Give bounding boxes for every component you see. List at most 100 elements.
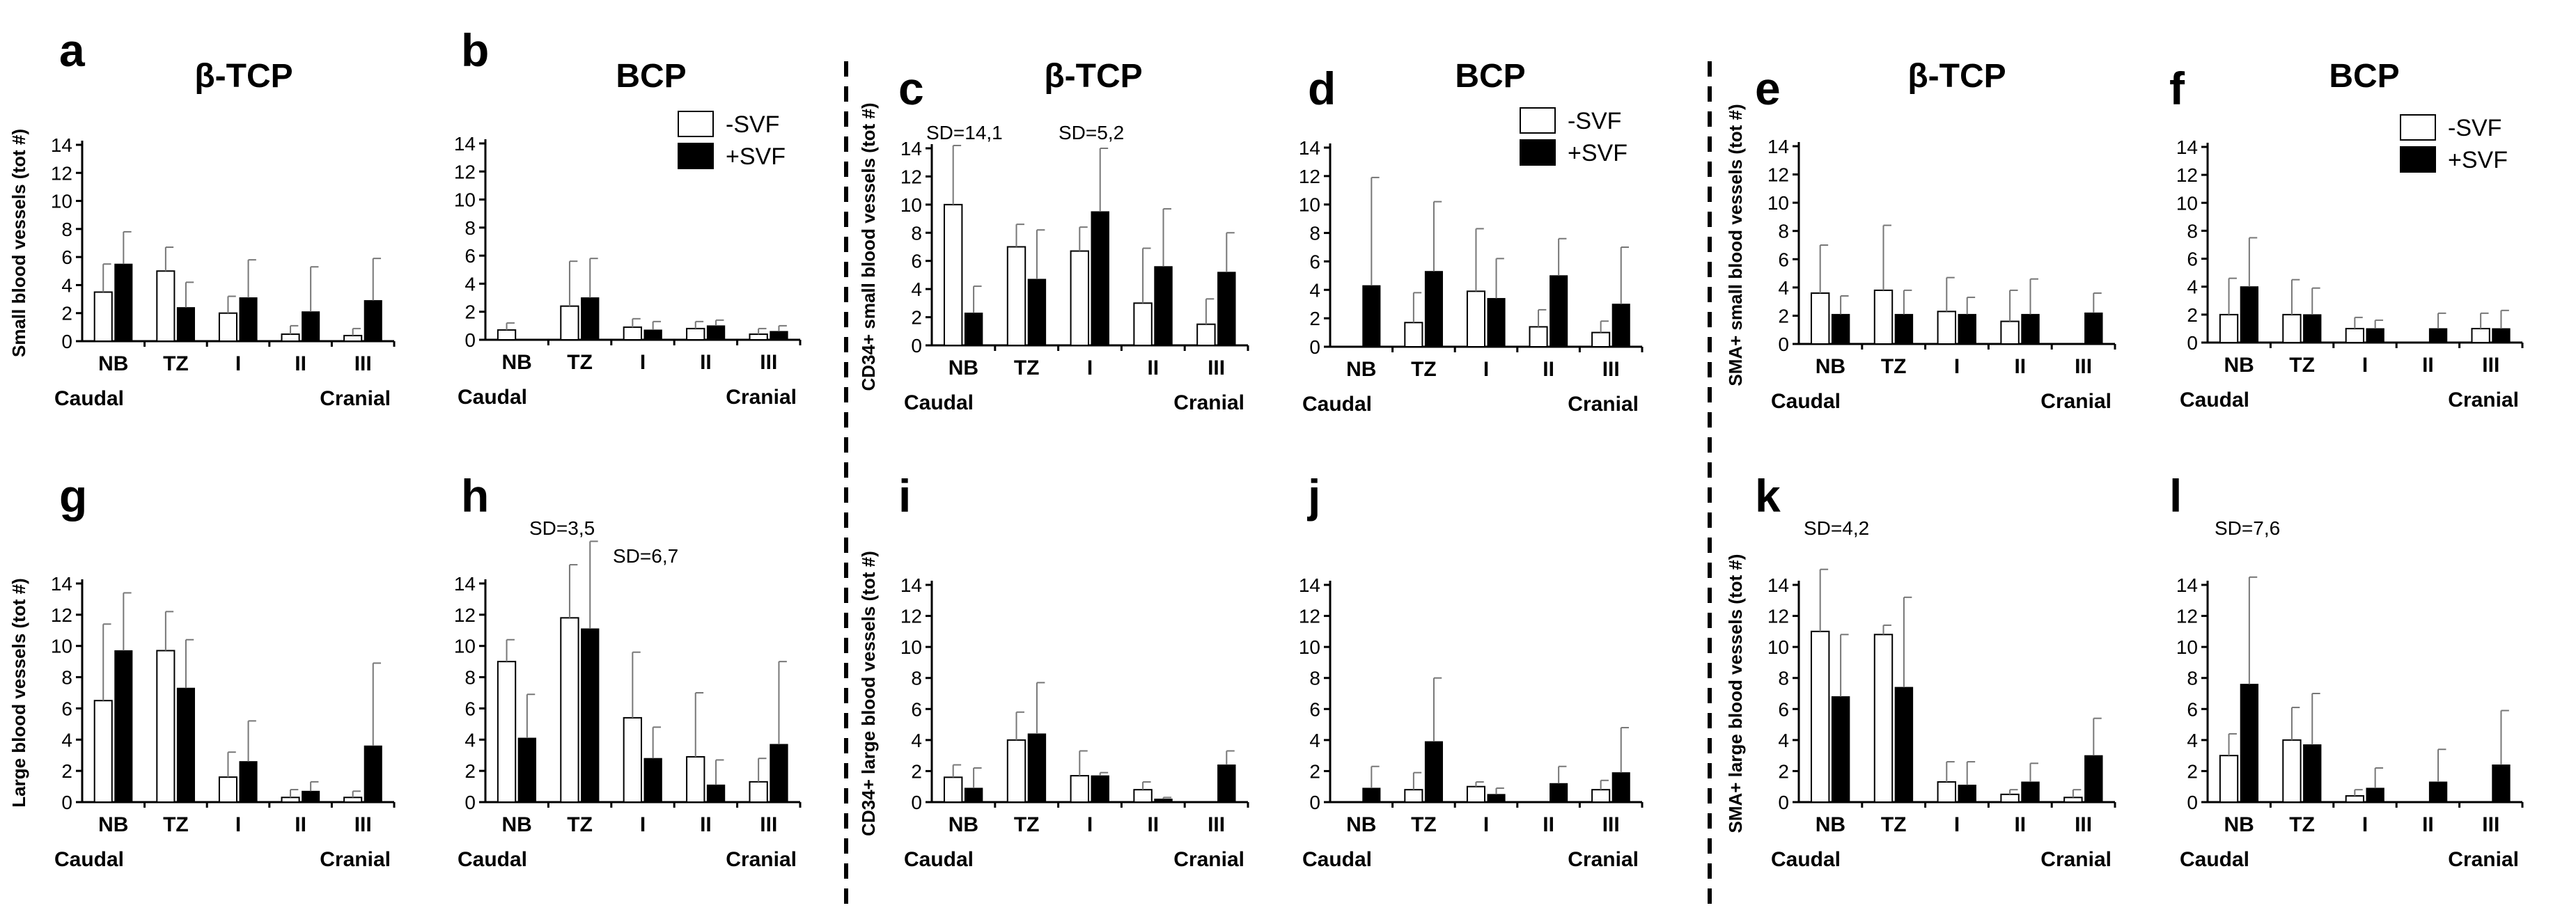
- bar-neg-svf-ii: [281, 797, 300, 804]
- x-tick-label: II: [295, 352, 306, 375]
- bar-pos-svf-nb: [1831, 313, 1850, 345]
- bar-pos-svf-tz: [176, 687, 195, 803]
- chart-panels: a β-TCP 0 2 4 6 8 10 12 14 Small blood vessels (to…: [8, 24, 2524, 871]
- y-tick-label: 0: [911, 335, 922, 356]
- x-tick-label: I: [1483, 813, 1489, 836]
- y-tick-label: 12: [1767, 164, 1789, 186]
- y-tick-label: 8: [465, 217, 476, 239]
- y-tick-label: 14: [1299, 137, 1320, 159]
- panel-title: β-TCP: [1907, 58, 2006, 95]
- x-tick-label: TZ: [1881, 355, 1907, 378]
- y-tick-label: 2: [1778, 760, 1789, 782]
- bar-pos-svf-tz: [1424, 741, 1443, 803]
- y-tick-label: 12: [454, 161, 476, 182]
- bar-neg-svf-ii: [686, 755, 705, 804]
- bar-pos-svf-ii: [302, 311, 320, 342]
- y-tick-label: 10: [900, 194, 922, 216]
- caudal-label: Caudal: [1771, 848, 1841, 871]
- y-tick-label: 12: [2176, 164, 2198, 186]
- caudal-label: Caudal: [1302, 393, 1372, 416]
- panel-title: BCP: [616, 58, 686, 95]
- x-tick-label: NB: [1346, 813, 1376, 836]
- panel-k: k 0 2 4 6 8 10 12 14 SMA+ large blood vessels (to…: [1725, 470, 2116, 871]
- panel-letter: f: [2169, 63, 2185, 114]
- y-tick-label: 6: [61, 698, 72, 719]
- x-tick-label: III: [354, 813, 372, 836]
- y-tick-label: 2: [911, 307, 922, 329]
- y-axis-label: CD34+ large blood vessels (tot #): [858, 551, 879, 836]
- bar-neg-svf-nb: [1810, 630, 1830, 803]
- y-tick-label: 8: [2187, 220, 2198, 242]
- legend-swatch-neg: [1520, 107, 1556, 134]
- x-tick-label: NB: [1346, 358, 1376, 381]
- x-tick-label: II: [700, 351, 712, 374]
- bar-neg-svf-iii: [2063, 797, 2083, 804]
- y-tick-label: 8: [1309, 668, 1320, 689]
- sd-annotation: SD=4,2: [1804, 517, 1869, 539]
- x-tick-label: III: [1208, 356, 1225, 379]
- bar-pos-svf-iii: [1611, 772, 1630, 803]
- x-tick-label: II: [1543, 358, 1554, 381]
- x-tick-label: I: [640, 351, 646, 374]
- bar-pos-svf-iii: [1611, 304, 1630, 347]
- caudal-label: Caudal: [54, 387, 124, 410]
- caudal-label: Caudal: [2180, 389, 2249, 412]
- x-tick-label: II: [1543, 813, 1554, 836]
- bar-neg-svf-tz: [560, 617, 579, 803]
- y-tick-label: 10: [1299, 636, 1320, 658]
- y-tick-label: 2: [61, 760, 72, 782]
- bar-neg-svf-iii: [2471, 327, 2490, 343]
- y-tick-label: 4: [1309, 730, 1320, 751]
- x-tick-label: TZ: [567, 813, 593, 836]
- y-tick-label: 0: [2187, 792, 2198, 813]
- panel-e: e β-TCP 0 2 4 6 8 10 12 14 SMA+ small blood vessel…: [1725, 58, 2116, 413]
- bar-pos-svf-tz: [2303, 744, 2322, 803]
- bar-neg-svf-tz: [1006, 246, 1027, 346]
- bar-neg-svf-i: [623, 326, 642, 340]
- y-tick-label: 6: [1309, 698, 1320, 720]
- y-tick-label: 14: [2176, 136, 2198, 158]
- y-tick-label: 14: [51, 573, 72, 595]
- y-tick-label: 2: [465, 301, 476, 323]
- y-tick-label: 0: [465, 329, 476, 351]
- y-tick-label: 0: [61, 792, 72, 813]
- y-tick-label: 2: [2187, 760, 2198, 782]
- y-tick-label: 8: [465, 667, 476, 689]
- bar-pos-svf-i: [1091, 775, 1109, 803]
- y-tick-label: 6: [465, 245, 476, 267]
- y-tick-label: 2: [1309, 308, 1320, 329]
- panel-title: β-TCP: [194, 58, 292, 95]
- sd-annotation: SD=6,7: [613, 545, 678, 567]
- bar-pos-svf-iii: [2492, 765, 2511, 803]
- y-tick-label: 14: [51, 134, 72, 156]
- bar-pos-svf-ii: [1154, 266, 1173, 346]
- y-tick-label: 14: [900, 138, 922, 159]
- panel-g: g 0 2 4 6 8 10 12 14 Large blood vessels (tot #) N…: [8, 470, 396, 871]
- y-tick-label: 12: [1299, 606, 1320, 627]
- x-tick-label: I: [640, 813, 646, 836]
- y-tick-label: 2: [465, 760, 476, 782]
- x-tick-label: III: [2075, 355, 2092, 378]
- caudal-label: Caudal: [458, 848, 527, 871]
- y-tick-label: 14: [900, 574, 922, 596]
- y-tick-label: 4: [61, 729, 72, 751]
- x-tick-label: I: [235, 352, 241, 375]
- x-tick-label: TZ: [1014, 356, 1040, 379]
- y-tick-label: 12: [51, 162, 72, 184]
- bar-pos-svf-tz: [1894, 313, 1914, 345]
- x-tick-label: TZ: [2289, 813, 2315, 836]
- cranial-label: Cranial: [2040, 848, 2111, 871]
- bar-pos-svf-tz: [1424, 271, 1443, 347]
- x-tick-label: TZ: [163, 352, 189, 375]
- panel-letter: g: [59, 470, 87, 522]
- bar-neg-svf-ii: [2000, 320, 2020, 345]
- bar-pos-svf-nb: [964, 313, 983, 346]
- cranial-label: Cranial: [1173, 391, 1244, 414]
- bar-pos-svf-iii: [364, 745, 382, 803]
- y-tick-label: 8: [61, 667, 72, 689]
- sd-annotation: SD=7,6: [2215, 517, 2280, 539]
- bar-neg-svf-i: [2345, 795, 2364, 803]
- bar-neg-svf-tz: [1006, 739, 1027, 804]
- bar-neg-svf-iii: [749, 781, 768, 804]
